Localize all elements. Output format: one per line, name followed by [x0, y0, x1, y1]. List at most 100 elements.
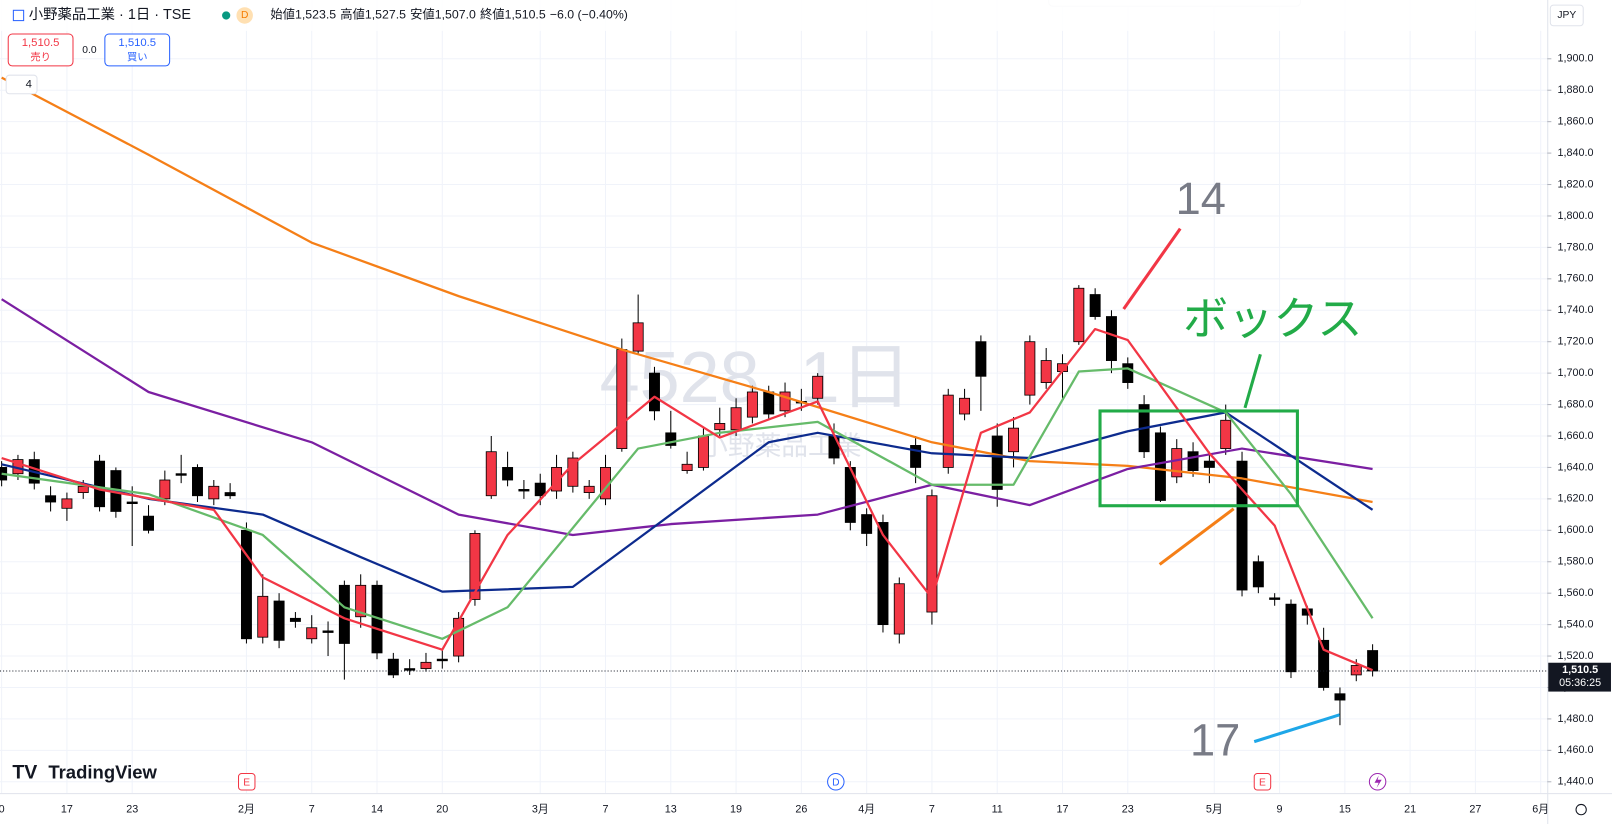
ohlc: 始値1,523.5 高値1,527.5 安値1,507.0 終値1,510.5 −6.0… [270, 7, 628, 22]
x-tick-label: 20 [436, 803, 448, 815]
candle-body [926, 495, 938, 613]
status-dot [222, 11, 231, 20]
candle-body [61, 498, 73, 509]
sell-price: 1,510.5 [22, 37, 60, 49]
candle-body [1040, 360, 1052, 383]
y-tick-label: 1,460.0 [1558, 744, 1594, 756]
ma-line [1, 411, 1374, 593]
badge [236, 7, 253, 24]
candle-body [1350, 665, 1362, 676]
candle-body [306, 627, 318, 640]
x-tick-label: 21 [1404, 803, 1416, 815]
candle-body [1252, 561, 1264, 588]
ma-line [1, 367, 1374, 640]
candle-body [714, 423, 726, 431]
candle-body [208, 485, 220, 500]
candle-body [1187, 451, 1199, 471]
candle-body [616, 349, 628, 449]
candle-body [143, 515, 154, 531]
y-tick-label: 1,680.0 [1558, 398, 1594, 410]
event-marker[interactable] [827, 773, 845, 791]
candle-body [861, 514, 873, 534]
x-tick-label: 7 [929, 803, 935, 815]
y-tick-label: 1,900.0 [1558, 53, 1594, 65]
candle-body [485, 451, 497, 497]
x-tick-label: 19 [730, 803, 742, 815]
candle-body [126, 501, 138, 504]
settings-icon[interactable] [1575, 803, 1587, 816]
candle-body [910, 445, 922, 468]
candle-body [322, 630, 334, 633]
candle-body [534, 482, 546, 497]
candle-body [991, 435, 1003, 490]
currency-box[interactable] [1549, 4, 1584, 27]
candle-body [583, 485, 595, 493]
candle-body [1122, 363, 1134, 383]
axis: 1,440.01,460.01,480.01,500.01,520.01,540… [0, 53, 1611, 815]
annotation-line [1243, 353, 1262, 409]
annotation-line [1122, 227, 1182, 310]
candle-body [192, 467, 203, 497]
indicator-count: 4 [26, 78, 32, 90]
annotation-text: 17 [1190, 715, 1240, 766]
candle-body [1220, 419, 1232, 449]
x-tick-label: 5月 [1206, 803, 1223, 815]
annotation-text: ボックス [1183, 293, 1363, 344]
indicator-toggle[interactable] [5, 74, 38, 95]
y-tick-label: 1,700.0 [1558, 367, 1594, 379]
sell-button[interactable] [7, 33, 74, 67]
currency: JPY [1557, 10, 1576, 21]
annotation-text: 14 [1176, 173, 1226, 224]
logo: TradingView [48, 761, 157, 782]
candle-body [877, 522, 889, 626]
candle-body [975, 341, 987, 377]
ma-line [1, 76, 1373, 504]
buy-price: 1,510.5 [118, 37, 156, 49]
event-marker[interactable] [1253, 773, 1272, 791]
event-marker[interactable] [237, 773, 256, 791]
y-tick-label: 1,720.0 [1558, 336, 1594, 348]
candle-body [1318, 639, 1330, 688]
candle-body [1008, 427, 1020, 453]
event-label: E [243, 778, 250, 789]
value: 1,507.0 [435, 8, 476, 22]
candle-body [567, 457, 579, 487]
label: 始値 [270, 7, 295, 22]
candle-body [159, 479, 171, 500]
y-tick-label: 1,820.0 [1558, 178, 1594, 190]
candle-body [77, 485, 89, 493]
candle-body [45, 495, 57, 503]
x-tick-label: 23 [1122, 803, 1134, 815]
buy-label: 買い [127, 51, 148, 63]
candle-body [240, 529, 252, 640]
buy-button[interactable] [104, 33, 171, 67]
y-tick-label: 1,880.0 [1558, 84, 1594, 96]
y-tick-label: 1,660.0 [1558, 430, 1594, 442]
label: 高値 [340, 7, 365, 22]
x-tick-label: 2月 [238, 803, 255, 815]
candle-body [779, 391, 791, 412]
y-tick-label: 1,580.0 [1558, 556, 1594, 568]
x-tick-label: 6月 [1532, 803, 1549, 815]
symbol-icon [12, 9, 25, 22]
symbol: 小野薬品工業 · 1日 · TSE [29, 6, 191, 23]
x-tick-label: 9 [1277, 803, 1283, 815]
x-tick-label: 17 [61, 803, 73, 815]
y-tick-label: 1,840.0 [1558, 147, 1594, 159]
badge-text: D [241, 10, 248, 21]
y-tick-label: 1,440.0 [1558, 776, 1594, 788]
candle-body [1073, 287, 1085, 343]
label: 終値 [480, 7, 505, 22]
candle-body [502, 467, 514, 481]
candle-body [1236, 460, 1248, 591]
x-tick-label: 3月 [532, 803, 549, 815]
y-tick-label: 1,620.0 [1558, 493, 1594, 505]
y-tick-label: 1,740.0 [1558, 304, 1594, 316]
x-tick-label: 0 [0, 803, 5, 815]
candle-body [1171, 448, 1183, 478]
spread: 0.0 [82, 45, 97, 56]
x-tick-label: 13 [665, 803, 677, 815]
sell-label: 売り [30, 50, 51, 63]
candle-body [649, 372, 660, 412]
